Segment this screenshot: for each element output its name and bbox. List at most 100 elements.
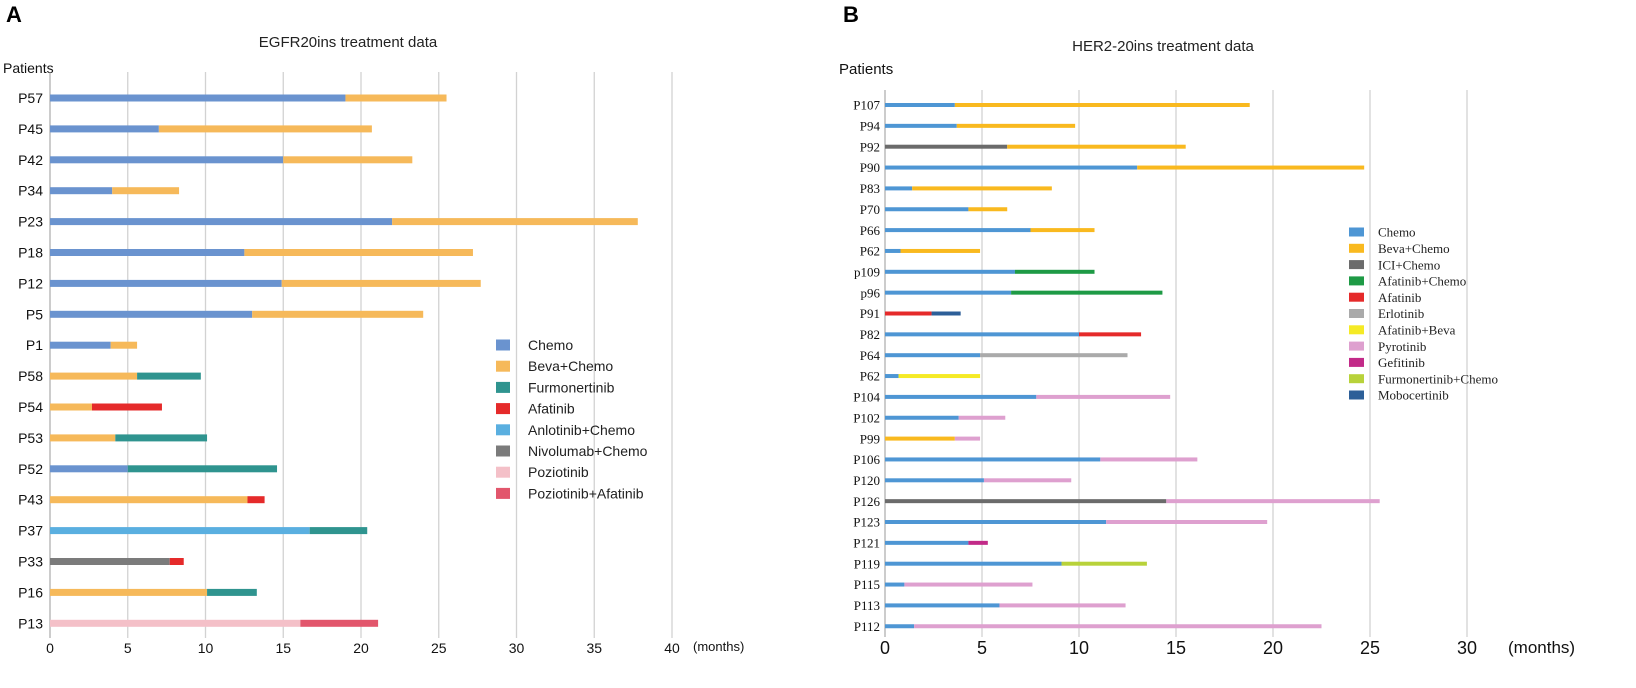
bar-segment-p119-furmonertinib-chemo [1061,561,1147,566]
bar-segment-p62-chemo [885,374,899,379]
patient-label-p64: P64 [860,348,881,363]
patient-label-p53: P53 [18,430,43,446]
legend-label-furmonertinib: Furmonertinib [528,379,615,395]
panel-a-bars [50,94,638,627]
bar-segment-p83-beva-chemo [912,186,1052,191]
patient-label-p123: P123 [853,515,880,530]
legend-label-poziotinib: Poziotinib [528,464,589,480]
bar-segment-p12-chemo [50,279,282,287]
bar-segment-p62-beva-chemo [900,248,981,253]
patient-label-p62: P62 [860,244,880,259]
panel-b-x-tick-label-30: 30 [1457,638,1477,658]
bar-segment-p13-poziotinib [50,619,301,627]
bar-segment-p66-beva-chemo [1030,228,1095,233]
bar-segment-p5-chemo [50,310,253,318]
legend-label-afatinib: Afatinib [528,401,575,417]
patient-label-p43: P43 [18,492,43,508]
bar-segment-p120-chemo [885,478,984,483]
legend-swatch-poziotinib [496,466,510,478]
patient-label-p62: P62 [860,369,880,384]
bar-segment-p13-poziotinib-afatinib [300,619,379,627]
patient-label-p83: P83 [860,181,880,196]
bar-segment-p62-afatinib-beva [898,374,981,379]
patient-label-p66: P66 [860,223,881,238]
bar-segment-p120-pyrotinib [983,478,1072,483]
panel-a-gridlines [49,72,673,638]
panel-b-title: HER2-20ins treatment data [1072,38,1254,55]
legend-label-poziotinib-afatinib: Poziotinib+Afatinib [528,485,644,501]
bar-segment-p106-chemo [885,457,1101,462]
patient-label-p104: P104 [853,390,880,405]
bar-segment-p126-pyrotinib [1166,499,1380,504]
panel-b-x-tick-label-25: 25 [1360,638,1380,658]
bar-segment-p102-chemo [885,415,959,420]
bar-segment-p102-pyrotinib [958,415,1006,420]
patient-label-p120: P120 [853,473,880,488]
bar-segment-p16-beva-chemo [50,588,208,596]
bar-segment-p42-chemo [50,156,284,164]
panel-b-x-ticks: 0 5 10 15 20 25 30 [880,638,1477,658]
bar-segment-p113-chemo [885,603,1000,608]
bar-segment-p33-afatinib [169,558,184,565]
bar-segment-p64-chemo [885,353,981,358]
legend-label-afatinib-beva: Afatinib+Beva [1378,322,1456,337]
patient-label-p94: P94 [860,119,881,134]
panel-b-x-tick-label-5: 5 [977,638,987,658]
bar-segment-p5-beva-chemo [252,310,424,318]
bar-segment-p66-chemo [885,228,1031,233]
patient-label-p92: P92 [860,139,880,154]
bar-segment-p64-erlotinib [980,353,1128,358]
legend-swatch-poziotinib-afatinib [496,487,510,499]
patient-label-p91: P91 [860,306,880,321]
legend-swatch-beva-chemo [1349,243,1364,253]
bar-segment-p99-beva-chemo [885,436,955,441]
patient-label-p126: P126 [853,494,880,509]
patient-label-p18: P18 [18,245,43,261]
panel-b-x-tick-label-0: 0 [880,638,890,658]
patient-label-p23: P23 [18,214,43,230]
bar-segment-p94-beva-chemo [956,123,1076,128]
bar-segment-p91-mobocertinib [931,311,961,316]
bar-segment-p96-afatinib-chemo [1011,290,1163,295]
bar-segment-p12-beva-chemo [281,279,481,287]
legend-swatch-afatinib [1349,292,1364,302]
bar-segment-p16-furmonertinib [207,588,257,596]
bar-segment-p23-chemo [50,218,393,226]
patient-label-p90: P90 [860,160,880,175]
patient-label-p52: P52 [18,461,43,477]
bar-segment-p99-pyrotinib [954,436,981,441]
patient-label-p82: P82 [860,327,880,342]
bar-segment-p34-chemo [50,187,113,195]
patient-label-p109: p109 [854,264,880,279]
bar-segment-p113-pyrotinib [999,603,1126,608]
patient-label-p13: P13 [18,615,43,631]
bar-segment-p57-chemo [50,94,346,102]
bar-segment-p121-gefitinib [968,540,988,545]
bar-segment-p126-ici-chemo [885,499,1167,504]
bar-segment-p112-pyrotinib [914,624,1322,629]
panel-b-x-tick-label-20: 20 [1263,638,1283,658]
legend-swatch-erlotinib [1349,309,1364,318]
bar-segment-p53-furmonertinib [115,434,208,442]
panel-a-x-tick-label-5: 5 [124,640,132,656]
patient-label-p112: P112 [854,619,880,634]
patient-label-p42: P42 [18,152,43,168]
bar-segment-p18-beva-chemo [244,249,473,256]
panel-a-x-tick-label-20: 20 [353,640,369,656]
panel-a-x-tick-label-35: 35 [586,640,602,656]
patient-label-p99: P99 [860,431,880,446]
panel-a-x-ticks: 0 5 10 15 20 25 30 35 40 [46,640,680,656]
bar-segment-p121-chemo [885,540,969,545]
legend-label-afatinib-chemo: Afatinib+Chemo [1378,274,1466,289]
panel-a-x-tick-label-10: 10 [198,640,214,656]
panel-a-x-axis-label: (months) [693,639,744,654]
panel-a-x-tick-label-25: 25 [431,640,447,656]
bar-segment-p43-beva-chemo [50,496,248,504]
bar-segment-p107-beva-chemo [954,103,1250,107]
legend-swatch-afatinib-beva [1349,325,1364,335]
panel-b-legend: ChemoBeva+ChemoICI+ChemoAfatinib+ChemoAf… [1349,225,1498,403]
bar-segment-p18-chemo [50,249,245,256]
bar-segment-p109-chemo [885,269,1015,274]
panel-a-y-axis-label: Patients [3,60,54,76]
panel-a-legend: Chemo Beva+Chemo Furmonertinib Afatinib Anlo… [496,337,648,501]
